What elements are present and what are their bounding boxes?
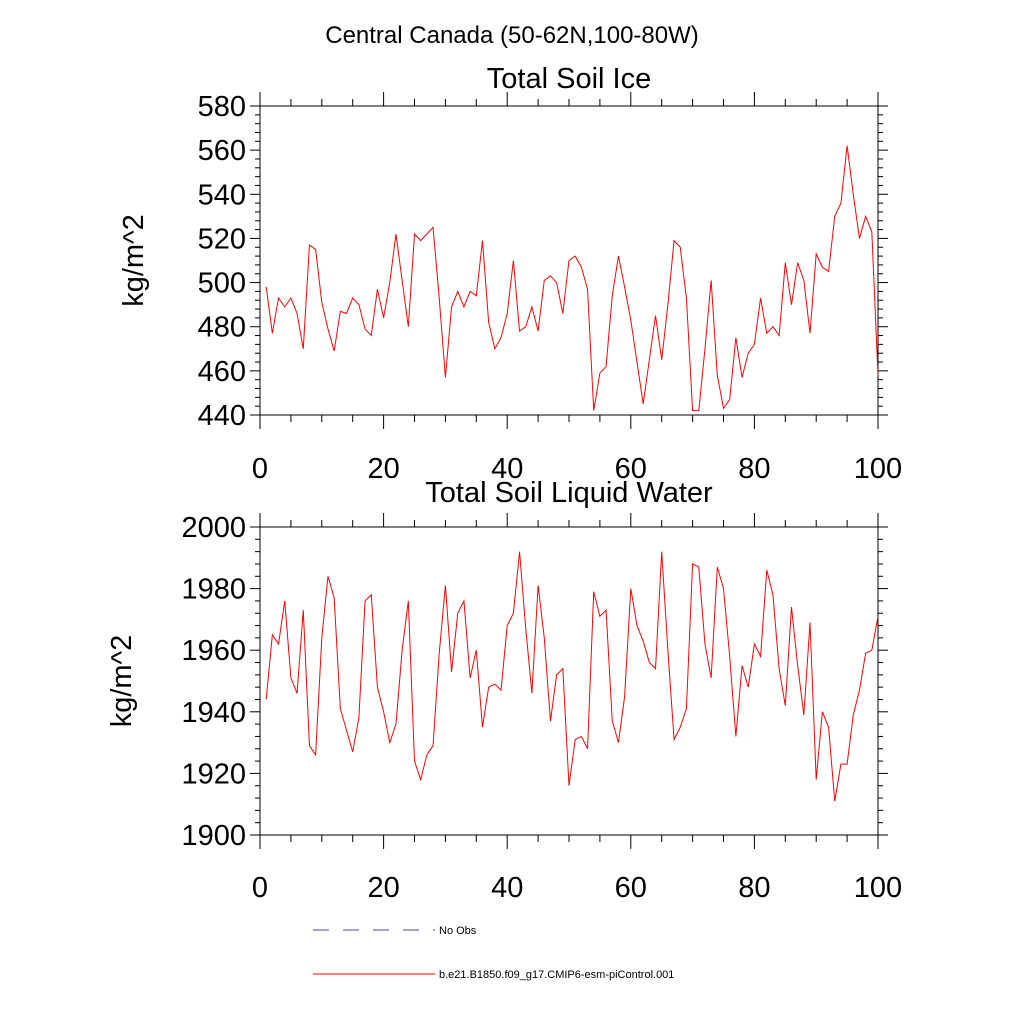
x-tick-label-liquid: 60 (615, 872, 647, 904)
figure-title: Central Canada (50-62N,100-80W) (325, 22, 699, 49)
series-line-liquid (265, 551, 879, 802)
x-tick-label-ice: 60 (615, 453, 647, 485)
x-tick-label-liquid: 80 (738, 872, 770, 904)
x-tick-label-ice: 100 (854, 453, 902, 485)
x-tick-label-liquid: 40 (491, 872, 523, 904)
plot-frame-liquid (259, 526, 879, 836)
y-tick-label-ice: 560 (198, 135, 246, 167)
y-tick-label-ice: 580 (198, 91, 246, 123)
y-tick-label-liquid: 1980 (181, 574, 246, 606)
y-tick-label-ice: 460 (198, 356, 246, 388)
chart-title-ice: Total Soil Ice (487, 63, 651, 95)
legend-entry-model: b.e21.B1850.f09_g17.CMIP6-esm-piControl.… (313, 969, 674, 981)
y-tick-label-liquid: 1940 (181, 697, 246, 729)
y-axis-label-ice: kg/m^2 (118, 214, 150, 307)
legend-entry-no-obs: No Obs (313, 925, 477, 937)
y-tick-label-liquid: 1900 (181, 820, 246, 852)
x-tick-label-ice: 80 (738, 453, 770, 485)
y-tick-label-liquid: 2000 (181, 512, 246, 544)
series-line-ice (265, 145, 879, 412)
x-tick-label-liquid: 0 (252, 872, 268, 904)
legend-label-no-obs: No Obs (439, 925, 477, 937)
panel-total-soil-ice: Total Soil Ice 440 460 480 500 520 540 560 580 0 2… (118, 63, 902, 485)
x-tick-label-ice: 0 (252, 453, 268, 485)
y-tick-label-ice: 540 (198, 179, 246, 211)
legend-label-model: b.e21.B1850.f09_g17.CMIP6-esm-piControl.… (439, 969, 674, 981)
legend: No Obs b.e21.B1850.f09_g17.CMIP6-esm-piC… (313, 925, 674, 981)
x-tick-label-ice: 40 (491, 453, 523, 485)
x-tick-label-liquid: 100 (854, 872, 902, 904)
y-tick-label-ice: 500 (198, 268, 246, 300)
y-tick-label-ice: 520 (198, 223, 246, 255)
chart-title-liquid: Total Soil Liquid Water (425, 477, 713, 509)
y-tick-label-ice: 480 (198, 312, 246, 344)
panel-total-soil-liquid-water: Total Soil Liquid Water 1900 1920 1940 1960 1… (106, 477, 902, 904)
y-axis-label-liquid: kg/m^2 (106, 635, 138, 728)
y-tick-label-liquid: 1920 (181, 758, 246, 790)
x-tick-label-ice: 20 (367, 453, 399, 485)
x-tick-label-liquid: 20 (367, 872, 399, 904)
y-tick-label-liquid: 1960 (181, 635, 246, 667)
y-tick-label-ice: 440 (198, 400, 246, 432)
